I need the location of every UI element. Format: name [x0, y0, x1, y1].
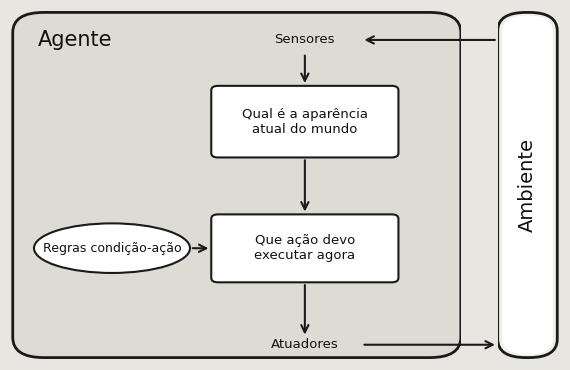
Bar: [461, 13, 498, 357]
Text: Qual é a aparência
atual do mundo: Qual é a aparência atual do mundo: [242, 108, 368, 136]
Text: Sensores: Sensores: [275, 33, 335, 47]
Ellipse shape: [34, 223, 190, 273]
Text: Agente: Agente: [38, 30, 113, 50]
Text: Regras condição-ação: Regras condição-ação: [43, 242, 181, 255]
Text: Atuadores: Atuadores: [271, 338, 339, 351]
FancyBboxPatch shape: [502, 15, 553, 355]
FancyBboxPatch shape: [211, 214, 398, 282]
FancyBboxPatch shape: [211, 86, 398, 158]
FancyBboxPatch shape: [498, 13, 557, 357]
Text: Que ação devo
executar agora: Que ação devo executar agora: [254, 234, 356, 262]
FancyBboxPatch shape: [13, 13, 461, 357]
Text: Ambiente: Ambiente: [518, 138, 537, 232]
